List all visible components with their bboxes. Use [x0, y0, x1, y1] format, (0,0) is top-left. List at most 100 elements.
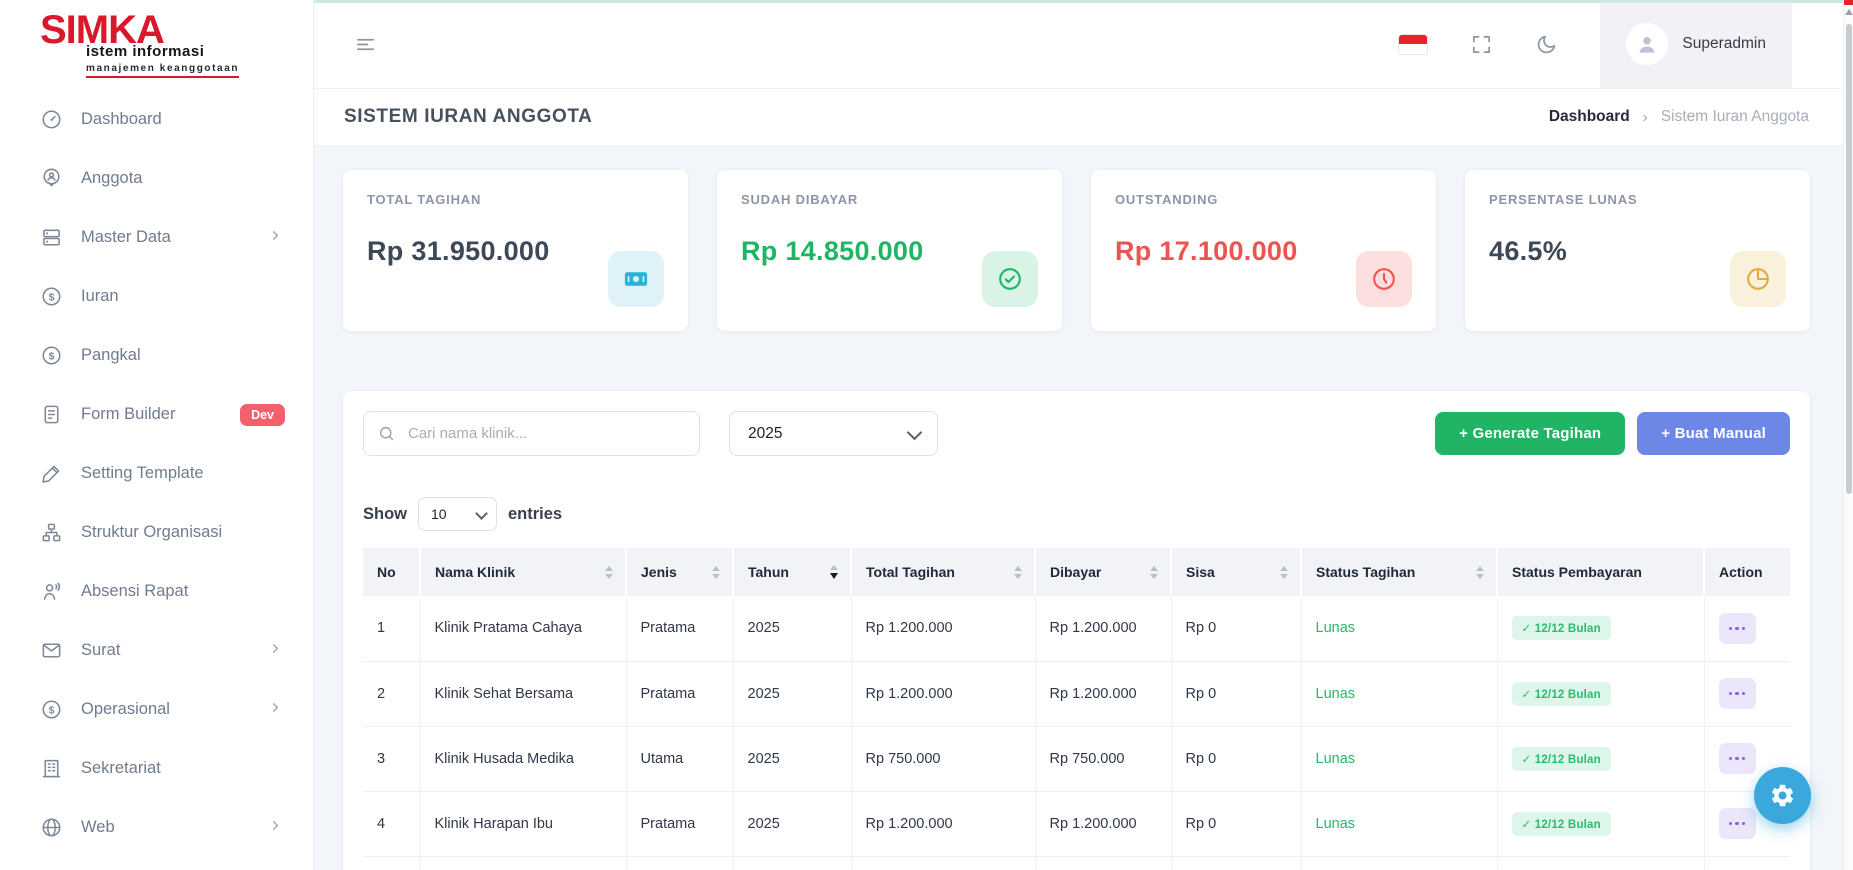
col-tahun[interactable]: Tahun: [733, 548, 852, 596]
sort-icon-active[interactable]: [830, 565, 838, 579]
scrollbar-top-marker: [1844, 0, 1853, 5]
sort-icon[interactable]: [712, 565, 720, 579]
sitemap-icon: [42, 523, 61, 542]
breadcrumb-current: Sistem Iuran Anggota: [1660, 108, 1809, 125]
page-size-row: Show 10 entries: [363, 497, 1790, 531]
sidebar-item-inbox-kontak[interactable]: Inbox Kontak: [0, 857, 313, 870]
building-icon: [42, 759, 61, 778]
svg-text:$: $: [49, 291, 55, 303]
flag-red-stripe: [1399, 34, 1428, 44]
svg-text:$: $: [49, 350, 55, 362]
sidebar-item-surat[interactable]: Surat: [0, 621, 313, 680]
main-area: Superadmin SISTEM IURAN ANGGOTA Dashboar…: [314, 0, 1853, 870]
entries-label: entries: [508, 504, 563, 523]
sidebar-item-web[interactable]: Web: [0, 798, 313, 857]
payment-badge: ✓ 12/12 Bulan: [1511, 811, 1611, 836]
table-header-row: No Nama Klinik Jenis Tahun Total Tagihan…: [363, 548, 1790, 596]
sidebar-item-sekretariat[interactable]: Sekretariat: [0, 739, 313, 798]
page-size-select[interactable]: 10: [418, 497, 497, 531]
col-status-tagihan[interactable]: Status Tagihan: [1301, 548, 1498, 596]
brand-logo[interactable]: SIMKA istem informasi manajemen keanggot…: [0, 8, 313, 84]
sidebar-item-master-data[interactable]: Master Data: [0, 208, 313, 267]
col-nama-klinik[interactable]: Nama Klinik: [420, 548, 627, 596]
user-name: Superadmin: [1682, 35, 1766, 52]
database-icon: [43, 229, 60, 246]
col-jenis[interactable]: Jenis: [626, 548, 734, 596]
search-input[interactable]: [363, 411, 700, 456]
sidebar-item-form-builder[interactable]: Form Builder Dev: [0, 385, 313, 444]
stat-cards: TOTAL TAGIHAN Rp 31.950.000 SUDAH DIBAYA…: [343, 170, 1810, 331]
iuran-table: No Nama Klinik Jenis Tahun Total Tagihan…: [363, 548, 1790, 870]
table-row: 1 Klinik Pratama Cahaya Pratama 2025 Rp …: [363, 596, 1790, 662]
status-badge: Lunas: [1315, 750, 1356, 767]
row-action-button[interactable]: [1718, 612, 1756, 644]
sidebar-item-anggota[interactable]: Anggota: [0, 149, 313, 208]
fullscreen-button[interactable]: [1470, 33, 1493, 56]
col-action: Action: [1704, 548, 1790, 596]
scrollbar[interactable]: [1843, 0, 1853, 870]
col-total-tagihan[interactable]: Total Tagihan: [851, 548, 1036, 596]
user-icon: [1640, 36, 1655, 53]
page-size-select-wrap: 10: [418, 497, 497, 531]
sort-icon[interactable]: [605, 565, 613, 579]
row-action-button[interactable]: [1718, 678, 1756, 709]
breadcrumb-separator-icon: ›: [1642, 108, 1648, 126]
row-action-button[interactable]: [1718, 743, 1756, 774]
stat-card-sudah-dibayar: SUDAH DIBAYAR Rp 14.850.000: [717, 170, 1062, 331]
stat-card-outstanding: OUTSTANDING Rp 17.100.000: [1091, 170, 1436, 331]
form-icon: [44, 405, 59, 424]
breadcrumb: Dashboard › Sistem Iuran Anggota: [1549, 108, 1809, 126]
col-status-pembayaran: Status Pembayaran: [1497, 548, 1705, 596]
status-badge: Lunas: [1315, 685, 1356, 702]
col-dibayar[interactable]: Dibayar: [1035, 548, 1172, 596]
table-row: 3 Klinik Husada Medika Utama 2025 Rp 750…: [363, 726, 1790, 792]
pie-chart-icon: [1730, 251, 1786, 307]
sort-icon[interactable]: [1476, 565, 1484, 579]
settings-fab[interactable]: [1754, 767, 1811, 824]
sidebar-item-iuran[interactable]: $ Iuran: [0, 267, 313, 326]
scroll-up-arrow-icon[interactable]: [1845, 9, 1853, 15]
sidebar-item-dashboard[interactable]: Dashboard: [0, 90, 313, 149]
clock-icon: [1356, 251, 1412, 307]
buat-manual-button[interactable]: + Buat Manual: [1637, 412, 1790, 455]
top-navbar: Superadmin: [314, 0, 1853, 89]
sidebar-item-absensi-rapat[interactable]: Absensi Rapat: [0, 562, 313, 621]
chevron-right-icon: [268, 228, 283, 248]
sidebar-item-setting-template[interactable]: Setting Template: [0, 444, 313, 503]
brand-name: SIMKA: [40, 8, 165, 52]
moon-icon: [1538, 35, 1556, 53]
sidebar-item-struktur-organisasi[interactable]: Struktur Organisasi: [0, 503, 313, 562]
page-header: SISTEM IURAN ANGGOTA Dashboard › Sistem …: [314, 89, 1853, 146]
col-sisa[interactable]: Sisa: [1171, 548, 1302, 596]
generate-tagihan-button[interactable]: + Generate Tagihan: [1435, 412, 1626, 455]
content-area: TOTAL TAGIHAN Rp 31.950.000 SUDAH DIBAYA…: [314, 146, 1853, 870]
sort-icon[interactable]: [1280, 565, 1288, 579]
table-row-partial: [363, 856, 1790, 870]
coin-icon: $: [42, 287, 61, 306]
dark-mode-button[interactable]: [1535, 33, 1558, 56]
breadcrumb-parent[interactable]: Dashboard: [1548, 108, 1630, 125]
banknote-icon: [608, 251, 664, 307]
hamburger-icon: [356, 38, 375, 50]
payment-badge: ✓ 12/12 Bulan: [1511, 746, 1611, 771]
user-menu[interactable]: Superadmin: [1600, 0, 1792, 89]
row-action-button[interactable]: [1718, 808, 1756, 839]
gauge-icon: [42, 110, 61, 129]
stat-card-total-tagihan: TOTAL TAGIHAN Rp 31.950.000: [343, 170, 688, 331]
scrollbar-thumb[interactable]: [1846, 24, 1852, 494]
status-badge: Lunas: [1315, 620, 1356, 637]
sidebar-item-operasional[interactable]: $ Operasional: [0, 680, 313, 739]
status-badge: Lunas: [1315, 815, 1356, 832]
brush-icon: [42, 465, 60, 483]
language-flag-button[interactable]: [1398, 33, 1429, 55]
gear-icon: [1771, 784, 1794, 807]
year-select[interactable]: 2025: [729, 411, 938, 456]
sidebar-item-pangkal[interactable]: $ Pangkal: [0, 326, 313, 385]
sort-icon[interactable]: [1014, 565, 1022, 579]
iuran-panel: 2025 + Generate Tagihan + Buat Manual Sh…: [343, 391, 1810, 870]
show-label: Show: [363, 504, 407, 523]
sidebar-toggle-button[interactable]: [354, 33, 377, 56]
sort-icon[interactable]: [1150, 565, 1158, 579]
coin-icon: $: [42, 700, 61, 719]
